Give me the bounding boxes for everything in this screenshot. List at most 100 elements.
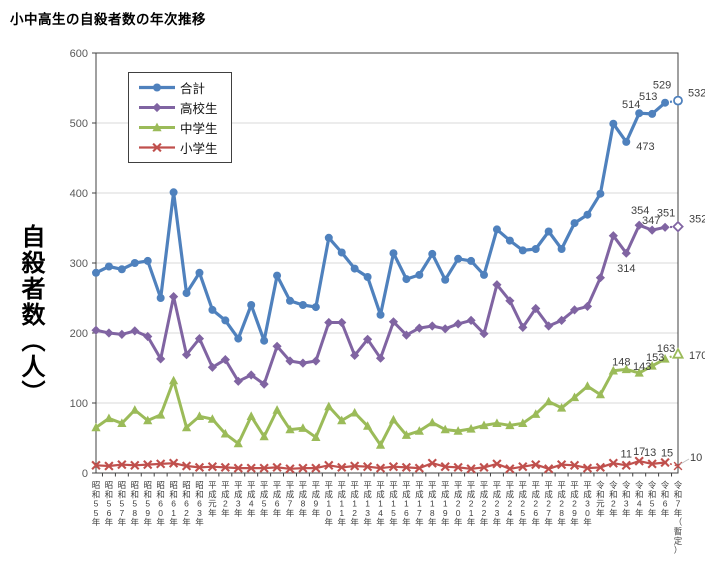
data-point-diamond xyxy=(337,317,347,328)
data-label-high-school: 347 xyxy=(642,215,660,227)
data-point-triangle xyxy=(660,354,670,363)
y-axis-title: 自殺者数（人） xyxy=(17,224,44,406)
x-axis-label: 平成 1 6 年 xyxy=(402,480,411,527)
data-point-diamond xyxy=(621,248,631,258)
data-point-diamond xyxy=(152,102,162,112)
x-axis-label: 令和 6 年 xyxy=(661,480,670,518)
data-point-x xyxy=(207,462,218,472)
x-axis-label: 昭和 6 2 年 xyxy=(182,480,191,527)
data-point-x xyxy=(152,143,162,153)
data-point-triangle xyxy=(169,375,179,385)
data-point-x xyxy=(298,463,308,473)
label-leader-line xyxy=(680,458,690,465)
data-point-x xyxy=(91,460,101,470)
data-point-triangle xyxy=(440,424,450,434)
data-point-x xyxy=(608,458,618,468)
data-point-triangle xyxy=(492,418,502,427)
data-point-circle xyxy=(182,289,191,298)
data-point-circle xyxy=(324,233,333,242)
data-point-triangle xyxy=(544,396,554,406)
data-point-x xyxy=(220,462,230,473)
x-axis-label: 平成 2 4 年 xyxy=(506,480,515,527)
data-point-diamond xyxy=(91,325,101,335)
y-axis-tick-label: 0 xyxy=(82,468,88,480)
x-axis-label: 平成 3 年 xyxy=(234,480,243,518)
data-point-triangle xyxy=(427,417,437,427)
data-label-total: 513 xyxy=(639,91,657,103)
data-point-triangle xyxy=(569,392,580,402)
legend-label: 合計 xyxy=(180,81,206,96)
series-high-school xyxy=(91,220,684,389)
data-point-triangle xyxy=(104,413,114,423)
data-point-x xyxy=(168,458,179,468)
data-point-circle xyxy=(467,256,476,265)
x-axis-label: 平成元年 xyxy=(208,480,217,518)
data-point-x xyxy=(285,464,295,474)
data-point-circle xyxy=(428,249,437,258)
data-point-triangle xyxy=(671,347,685,359)
data-point-x xyxy=(660,457,670,468)
data-point-triangle xyxy=(595,389,605,399)
data-point-triangle xyxy=(557,403,567,412)
data-point-diamond xyxy=(634,220,644,230)
data-label-high-school: 314 xyxy=(617,263,635,275)
x-axis-label: 平成 2 8 年 xyxy=(557,480,566,527)
data-point-circle xyxy=(117,265,126,274)
data-point-diamond xyxy=(427,321,437,331)
data-point-triangle xyxy=(207,414,217,423)
chart-title: 小中高生の自殺者数の年次推移 xyxy=(10,12,206,27)
data-point-x xyxy=(453,462,463,473)
data-point-triangle xyxy=(453,426,463,435)
x-axis-label: 令和 4 年 xyxy=(635,480,644,518)
legend-item-total: 合計 xyxy=(138,80,231,96)
x-axis-label: 令和 2 年 xyxy=(609,480,618,518)
data-point-x xyxy=(246,463,256,473)
y-axis-tick-label: 600 xyxy=(70,48,88,60)
data-point-diamond xyxy=(453,319,463,329)
legend-item-high-school: 高校生 xyxy=(138,100,231,116)
data-point-circle xyxy=(273,271,282,280)
data-point-triangle xyxy=(479,420,489,430)
data-point-triangle xyxy=(156,410,166,419)
data-point-circle xyxy=(169,188,178,197)
data-point-circle xyxy=(156,294,165,302)
data-point-triangle xyxy=(647,361,657,370)
data-point-circle xyxy=(234,334,243,343)
series-elementary xyxy=(91,456,683,474)
data-point-triangle xyxy=(130,405,140,414)
x-axis-label: 昭和 5 6 年 xyxy=(105,480,114,527)
legend-label: 中学生 xyxy=(180,122,218,137)
data-point-x xyxy=(156,459,166,469)
data-point-triangle xyxy=(117,418,127,427)
data-point-triangle xyxy=(324,401,334,411)
data-point-diamond xyxy=(375,353,386,363)
data-point-diamond xyxy=(130,326,140,336)
data-point-triangle xyxy=(634,368,644,377)
data-label-junior-high: 170 xyxy=(689,350,705,362)
y-axis-tick-label: 100 xyxy=(70,398,88,410)
data-point-circle xyxy=(441,275,450,284)
data-point-x xyxy=(324,460,334,470)
data-point-circle xyxy=(609,119,618,128)
data-point-circle xyxy=(648,109,657,118)
data-point-x xyxy=(492,459,502,469)
data-label-elementary: 13 xyxy=(644,447,656,459)
data-point-x xyxy=(531,459,541,470)
data-point-diamond xyxy=(466,315,476,325)
x-axis-label: 平成 2 1 年 xyxy=(467,480,476,527)
data-point-diamond xyxy=(479,329,489,339)
x-axis-label: 令和元年 xyxy=(596,480,605,518)
data-point-x xyxy=(272,462,282,473)
data-point-diamond xyxy=(582,301,593,311)
data-label-elementary: 17 xyxy=(633,446,645,458)
data-point-x xyxy=(479,462,489,473)
data-point-circle xyxy=(350,264,359,273)
x-axis-label: 平成 3 0 年 xyxy=(583,480,592,527)
data-label-total: 473 xyxy=(636,141,654,153)
x-axis-label: 昭和 6 3 年 xyxy=(195,480,204,527)
data-point-circle xyxy=(104,262,113,271)
data-point-diamond xyxy=(117,329,127,339)
data-point-circle xyxy=(518,246,527,255)
data-point-x xyxy=(233,463,243,473)
